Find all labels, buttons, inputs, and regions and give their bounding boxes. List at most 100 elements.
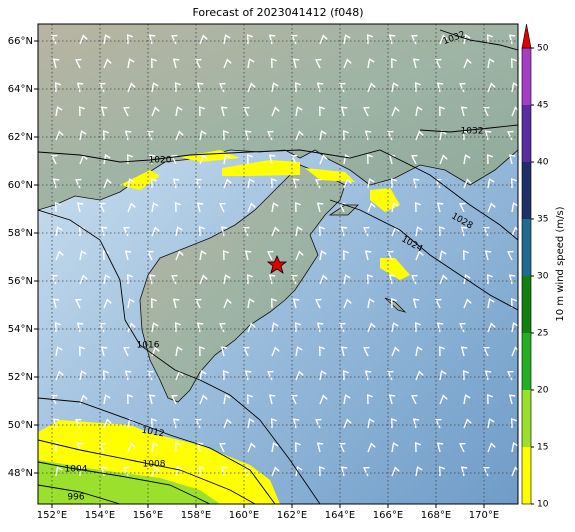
colorbar-tick-label: 20 [537,386,549,396]
wind-barb [174,441,181,453]
wind-barb [78,345,85,357]
wind-barb [367,57,375,69]
map-title: Forecast of 2023041412 (f048) [192,6,363,19]
wind-barb [342,129,349,141]
wind-barb [292,298,300,309]
wind-barb [223,153,231,165]
wind-barb [390,57,397,69]
wind-barb [222,249,229,261]
wind-barb [414,321,421,333]
wind-barb [126,153,133,165]
wind-barb [295,370,304,381]
wind-barb [487,82,496,93]
wind-barb [484,250,492,261]
wind-barb [54,201,61,213]
wind-barb [319,249,327,261]
wind-barb [415,345,423,357]
wind-barb [511,81,518,93]
wind-barb [487,297,495,309]
wind-barb [103,418,112,429]
wind-barb [438,345,445,357]
wind-barb [246,153,253,165]
wind-barb [439,249,447,261]
wind-barb [218,202,226,213]
wind-barb [198,465,205,477]
x-tick-label: 160°E [229,510,259,521]
wind-barb [270,297,277,309]
wind-barb [103,58,112,69]
wind-barb [223,418,232,429]
wind-barb [342,369,349,381]
wind-barb [151,321,159,333]
wind-barb [463,58,472,69]
wind-barb [79,394,88,405]
wind-barb [318,105,325,117]
y-tick-label: 64°N [8,84,33,95]
wind-barb [415,130,424,141]
wind-barb [482,106,490,117]
x-tick-label: 166°E [373,510,403,521]
wind-barb [391,201,399,213]
wind-barb [439,34,448,45]
wind-barb [486,33,493,45]
wind-barb [55,345,63,357]
wind-barb [150,177,157,189]
contour-label: 1008 [143,460,166,470]
wind-barb [223,393,231,405]
wind-barb [390,297,397,309]
colorbar-label: 10 m wind speed (m/s) [555,206,566,321]
wind-barb [318,345,325,357]
wind-barb [271,466,280,477]
wind-barb [52,298,60,309]
wind-barb [175,225,183,237]
wind-barb [463,153,471,165]
wind-barb [174,321,181,333]
wind-barb [268,154,276,165]
wind-barb [391,441,399,453]
wind-barb [391,346,400,357]
wind-barb [79,274,88,285]
wind-barb [439,274,448,285]
wind-barb [414,81,421,93]
wind-barb [460,346,468,357]
x-tick-label: 154°E [85,510,115,521]
wind-barb [175,105,183,117]
wind-barb [486,273,493,285]
wind-barb [79,34,88,45]
wind-barb [367,442,376,453]
wind-barb [103,153,111,165]
wind-barb [319,129,327,141]
colorbar-bin [522,105,531,162]
wind-barb [223,298,232,309]
wind-barb [487,442,496,453]
contour-label: 1004 [65,465,88,475]
y-tick-label: 50°N [8,420,33,431]
wind-barb [103,298,112,309]
x-tick-label: 170°E [469,510,499,521]
wind-barb [151,466,160,477]
wind-barb [98,442,106,453]
wind-barb [246,273,253,285]
wind-barb [198,345,205,357]
wind-barb [319,274,328,285]
wind-barb [314,298,322,309]
wind-barb [175,250,184,261]
wind-barb [79,129,87,141]
wind-barb [343,298,352,309]
wind-barb [366,393,373,405]
wind-barb [511,441,518,453]
wind-barb [148,394,156,405]
wind-barb [436,202,444,213]
y-tick-label: 60°N [8,180,33,191]
wind-barb [343,153,351,165]
wind-barb [508,394,516,405]
wind-barb [172,298,180,309]
wind-barb [247,322,256,333]
wind-barb [127,202,136,213]
wind-barb [295,345,303,357]
wind-barb [271,226,280,237]
contour-label: 1012 [141,426,165,440]
wind-barb [151,201,159,213]
wind-barb [242,346,250,357]
